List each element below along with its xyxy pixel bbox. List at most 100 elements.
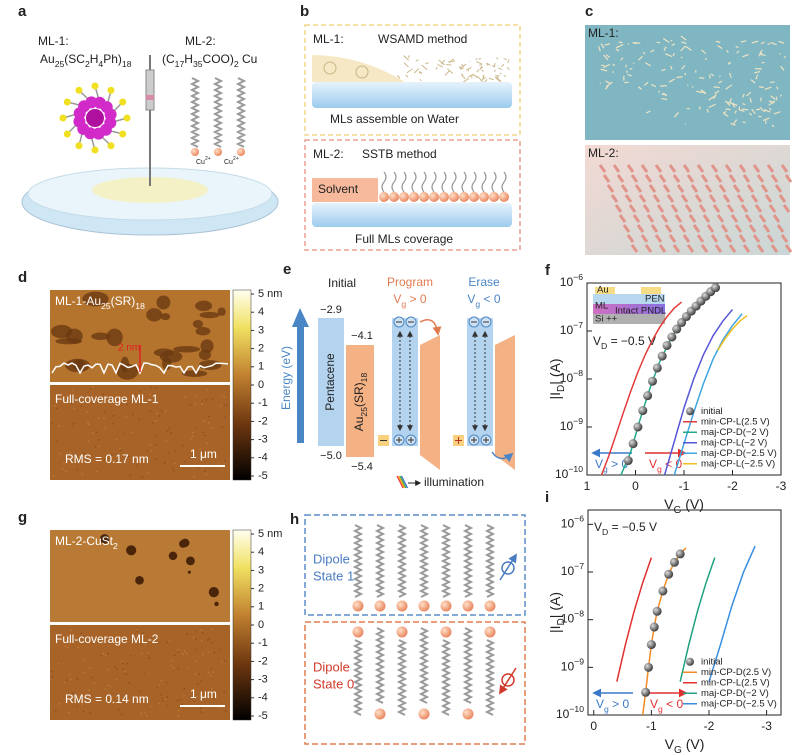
afm-grain (181, 444, 184, 447)
network (496, 75, 499, 79)
alkyl-chain (374, 524, 386, 598)
afm-grain (54, 405, 56, 407)
afm-grain (177, 715, 179, 718)
network (708, 95, 716, 101)
molecule (616, 174, 625, 183)
s-atom (119, 130, 127, 138)
afm-grain (207, 639, 209, 641)
material: Pentacene (323, 353, 337, 411)
afm-grain (86, 411, 88, 413)
afm-grain (199, 448, 201, 451)
molecule (774, 184, 783, 193)
afm-grain (156, 686, 159, 688)
network (723, 112, 729, 117)
rms-label: RMS = 0.14 nm (65, 692, 149, 706)
network (730, 122, 736, 126)
network (725, 84, 733, 90)
afm-grain (64, 645, 66, 647)
network (615, 48, 620, 52)
network (673, 111, 680, 118)
afm-grain (111, 702, 114, 704)
afm-grain (194, 630, 197, 633)
network (618, 41, 623, 44)
afm-grain (131, 431, 133, 433)
afm-grain (201, 403, 203, 406)
molecule (780, 234, 789, 243)
network (770, 100, 773, 103)
light-icon (400, 475, 409, 489)
molecule (782, 204, 791, 213)
network (773, 111, 781, 115)
chain (441, 171, 447, 193)
alkyl-chain (189, 77, 201, 148)
afm-grain (201, 631, 204, 634)
afm-grain (201, 400, 204, 402)
afm-grain (65, 470, 68, 473)
dipole-icon (501, 673, 515, 687)
network (600, 43, 605, 49)
molecule (606, 184, 615, 193)
molecule (756, 174, 765, 183)
afm-grain (167, 704, 169, 707)
afm-grain (71, 424, 74, 427)
legend-label: initial (701, 656, 723, 667)
colorbar-label: -2 (258, 415, 268, 427)
network (680, 35, 687, 41)
molecule (630, 174, 639, 183)
alkyl-chain (440, 524, 452, 598)
annotation: Vg > 0 (595, 457, 628, 474)
molecule (720, 224, 729, 233)
afm-grain (104, 426, 107, 429)
afm-hole (126, 545, 137, 556)
afm-grain (113, 459, 116, 462)
afm-grain (170, 432, 172, 434)
molecule (752, 234, 761, 243)
network (488, 77, 494, 81)
series-line (600, 301, 683, 476)
afm-grain (135, 398, 138, 401)
afm-grain (89, 397, 92, 400)
chain (421, 171, 427, 193)
molecule (746, 184, 755, 193)
molecule (718, 184, 727, 193)
network (685, 45, 692, 51)
network (759, 53, 765, 57)
afm-grain (77, 646, 80, 649)
network (661, 97, 668, 101)
colorbar-label: -5 (258, 710, 268, 722)
network (650, 49, 655, 53)
x-tick-label: -1 (679, 479, 690, 493)
height-profile (51, 362, 229, 375)
afm-patch (106, 328, 123, 347)
x-tick-label: -3 (776, 479, 787, 493)
afm-grain (221, 426, 223, 428)
afm-grain (210, 454, 213, 457)
molecule (700, 174, 709, 183)
alkyl-chain (484, 524, 496, 598)
afm-grain (186, 667, 189, 669)
network (742, 121, 746, 124)
cu-ion (429, 192, 439, 202)
afm-grain (126, 662, 129, 665)
afm-grain (129, 654, 132, 657)
alkyl-chain (418, 524, 430, 598)
network (751, 40, 759, 44)
molecule (634, 184, 643, 193)
afm-grain (155, 434, 158, 437)
network (476, 61, 483, 65)
afm-grain (112, 414, 115, 417)
afm-grain (173, 470, 175, 472)
column-title: Program (387, 275, 433, 289)
afm-grain (213, 698, 216, 701)
afm-grain (195, 638, 198, 640)
cu-ion (484, 626, 496, 638)
molecule (784, 244, 793, 253)
afm-grain (109, 642, 111, 644)
network (479, 64, 483, 66)
afm-grain (211, 427, 213, 430)
afm-grain (65, 679, 68, 681)
afm-grain (202, 450, 204, 453)
network (771, 124, 775, 128)
network (672, 53, 675, 57)
colorbar-label: 0 (258, 619, 264, 631)
